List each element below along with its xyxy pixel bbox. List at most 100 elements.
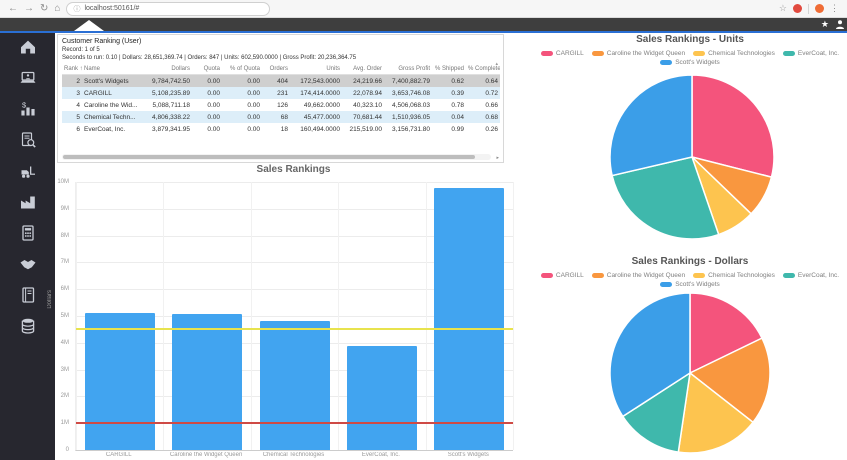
table-row[interactable]: 6 EverCoat, Inc. 3,879,341.95 0.00 0.00 18 160… — [62, 123, 500, 135]
scroll-up-icon[interactable]: ▴ — [495, 61, 498, 67]
factory-icon — [20, 196, 35, 209]
table-cell: 0.39 — [432, 87, 466, 99]
pie-slice-Scott's Widgets[interactable] — [609, 292, 691, 418]
user-profile-icon[interactable] — [835, 19, 845, 29]
sidebar-item-crm[interactable] — [18, 254, 38, 274]
table-cell: 5,088,711.18 — [152, 101, 190, 109]
pie-dollars-legend: CARGILL Caroline the Widget Queen Chemical… — [535, 272, 845, 288]
table-cell: 0.00 — [192, 111, 222, 123]
favorite-star-icon[interactable]: ★ — [820, 18, 829, 29]
calculator-icon — [21, 225, 34, 241]
table-cell: 0.72 — [466, 87, 500, 99]
legend-item[interactable]: EverCoat, Inc. — [782, 50, 839, 57]
sidebar-item-data[interactable] — [18, 316, 38, 336]
customer-ranking-panel: Customer Ranking (User) Record: 1 of 5 S… — [57, 34, 504, 163]
column-header[interactable]: Dollars — [144, 64, 192, 75]
table-cell: 0.00 — [192, 87, 222, 99]
sidebar-item-shipping[interactable] — [18, 161, 38, 181]
bar-Caroline the Widget Queen[interactable] — [172, 313, 243, 450]
database-icon — [21, 318, 34, 334]
sidebar-item-accounting[interactable] — [18, 223, 38, 243]
table-row[interactable]: 3 CARGILL 5,108,235.89 0.00 0.00 231 174,414.0… — [62, 87, 500, 99]
table-cell: 0.64 — [466, 74, 500, 87]
x-tick-label: Chemical Technologies — [262, 452, 325, 458]
pie-slice-EverCoat, Inc.[interactable] — [611, 156, 720, 240]
sidebar-item-reports[interactable] — [18, 130, 38, 150]
y-tick-label: 4M — [60, 339, 69, 346]
sidebar-item-home[interactable] — [18, 37, 38, 57]
horizontal-scrollbar[interactable] — [62, 154, 491, 160]
legend-item[interactable]: Chemical Technologies — [693, 272, 775, 279]
table-cell: 0.00 — [222, 74, 262, 87]
table-cell: 9,784,742.50 — [144, 74, 192, 87]
column-header[interactable]: Name — [82, 64, 144, 75]
forward-icon[interactable]: → — [24, 2, 34, 14]
table-row[interactable]: 2 Scott's Widgets 9,784,742.50 0.00 0.00 404 1… — [62, 74, 500, 87]
table-row[interactable]: 5 Chemical Techn... 4,806,338.22 0.00 0.00 68… — [62, 111, 500, 123]
pie-slice-Chemical Technologies[interactable] — [677, 371, 755, 454]
refresh-icon[interactable]: ↻ — [40, 2, 49, 14]
pie-slice-Caroline the Widget Queen[interactable] — [688, 337, 771, 424]
pie-dollars-title: Sales Rankings - Dollars — [631, 256, 749, 267]
home-icon[interactable]: ⌂ — [54, 2, 61, 14]
bar-EverCoat, Inc.[interactable] — [346, 346, 417, 450]
legend-item[interactable]: EverCoat, Inc. — [782, 272, 839, 279]
column-header[interactable]: % Complete — [466, 64, 500, 75]
legend-swatch — [540, 51, 553, 56]
table-cell: 0.00 — [192, 74, 222, 87]
column-header[interactable]: Rank ↑ — [62, 64, 82, 75]
bookmark-star-icon[interactable]: ☆ — [778, 3, 787, 13]
profile-avatar[interactable] — [815, 4, 824, 13]
column-header[interactable]: % of Quota — [222, 64, 262, 75]
pie-slice-EverCoat, Inc.[interactable] — [621, 371, 691, 453]
bar-CARGILL[interactable] — [84, 313, 155, 450]
url-text[interactable]: localhost:50161/# — [84, 5, 140, 12]
column-header[interactable]: Orders — [262, 64, 290, 75]
toolbar-divider — [808, 3, 809, 14]
gridline — [338, 182, 340, 450]
legend-item[interactable]: Scott's Widgets — [660, 59, 720, 66]
pie-slice-CARGILL[interactable] — [691, 74, 775, 179]
column-header[interactable]: Gross Profit — [384, 64, 432, 75]
pie-dollars-chart — [609, 292, 771, 454]
legend-item[interactable]: Caroline the Widget Queen — [591, 272, 685, 279]
bar-Chemical Technologies[interactable] — [259, 321, 330, 450]
reference-line — [76, 328, 513, 331]
sidebar-item-journal[interactable] — [18, 285, 38, 305]
legend-item[interactable]: Chemical Technologies — [693, 50, 775, 57]
scrollbar-thumb[interactable] — [63, 155, 475, 159]
column-header[interactable]: Avg. Order — [342, 64, 384, 75]
pie-slice-CARGILL[interactable] — [689, 292, 763, 375]
legend-item[interactable]: Caroline the Widget Queen — [591, 50, 685, 57]
legend-item[interactable]: CARGILL — [540, 50, 584, 57]
workstation-icon — [20, 71, 35, 83]
legend-item[interactable]: CARGILL — [540, 272, 584, 279]
column-header[interactable]: Quota — [192, 64, 222, 75]
browser-menu-icon[interactable]: ⋮ — [830, 3, 839, 13]
table-cell: 231 — [262, 87, 290, 99]
table-cell: 0.26 — [485, 125, 498, 133]
table-cell: 0.00 — [247, 101, 260, 109]
pie-slice-Scott's Widgets[interactable] — [609, 74, 693, 177]
column-header[interactable]: Units — [290, 64, 342, 75]
scroll-right-icon[interactable]: ▸ — [496, 155, 499, 161]
site-info-icon[interactable]: ⓘ — [73, 5, 81, 13]
address-bar[interactable]: ⓘ localhost:50161/# — [66, 1, 271, 16]
sidebar-item-manufacturing[interactable] — [18, 192, 38, 212]
gridline — [76, 182, 77, 450]
legend-item[interactable]: Scott's Widgets — [660, 281, 720, 288]
table-row[interactable]: 4 Caroline the Wid... 5,088,711.18 0.00 0.00… — [62, 99, 500, 111]
bar-Scott's Widgets[interactable] — [434, 187, 505, 450]
bar-chart-yaxis: 0 1M 2M 3M 4M 5M 6M 7M 8M 9M 10M — [50, 179, 72, 453]
table-cell: 0.00 — [222, 87, 262, 99]
column-header[interactable]: % Shipped — [432, 64, 466, 75]
table-cell: 0.99 — [451, 125, 464, 133]
y-tick-label: 9M — [60, 205, 69, 212]
table-cell: 3,156,731.80 — [392, 125, 430, 133]
back-icon[interactable]: ← — [8, 2, 18, 14]
extension-icon[interactable] — [793, 4, 802, 13]
sidebar-item-sales[interactable]: $ — [18, 99, 38, 119]
table-cell: 4 — [76, 101, 80, 109]
legend-label: Chemical Technologies — [708, 50, 775, 57]
sidebar-item-workstation[interactable] — [18, 68, 38, 88]
